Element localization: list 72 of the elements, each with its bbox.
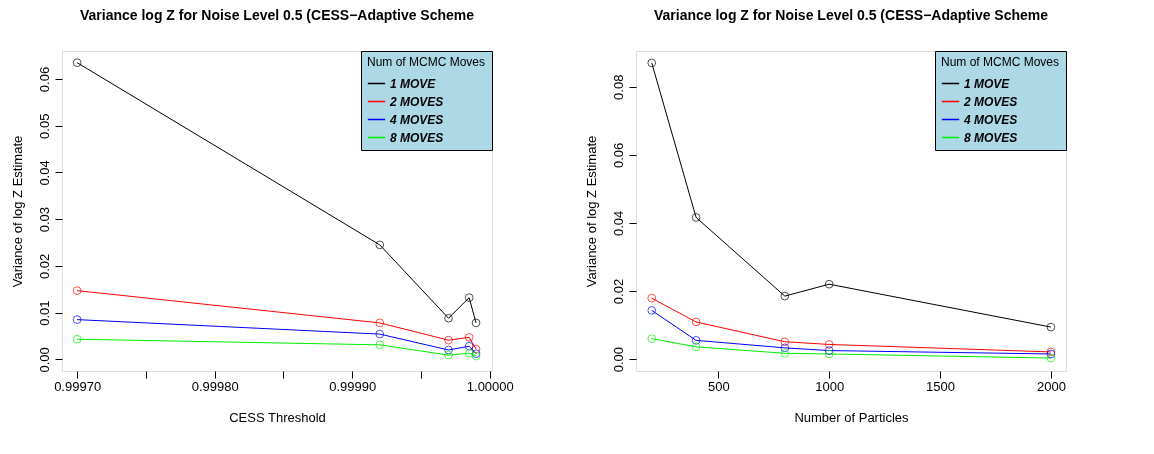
point <box>471 344 481 354</box>
point <box>375 340 385 350</box>
point <box>444 335 453 345</box>
point <box>780 337 790 347</box>
point <box>691 336 701 345</box>
x-tick-label: 0.99970 <box>54 378 102 394</box>
point <box>72 334 82 344</box>
x-tick-label: 1000 <box>815 378 845 394</box>
legend-label: 2 MOVES <box>389 94 444 109</box>
x-tick-label: 0.99980 <box>191 378 239 394</box>
point <box>691 213 701 222</box>
legend-label: 4 MOVES <box>963 112 1018 127</box>
point <box>375 240 385 250</box>
point <box>780 343 790 353</box>
point <box>471 318 481 328</box>
point <box>464 341 474 351</box>
point <box>647 306 657 315</box>
y-tick-label: 0.05 <box>36 113 52 139</box>
legend-label: 1 MOVE <box>964 76 1011 91</box>
point <box>691 317 701 327</box>
point <box>444 345 453 355</box>
x-axis-title: Number of Particles <box>794 409 910 425</box>
y-axis-title: Variance of log Z Estimate <box>9 135 25 288</box>
y-tick-label: 0.00 <box>610 346 626 373</box>
point <box>375 318 385 328</box>
legend-label: 8 MOVES <box>390 130 444 145</box>
point <box>824 349 834 359</box>
point <box>72 286 82 296</box>
point <box>444 313 453 323</box>
y-tick-label: 0.08 <box>610 74 626 100</box>
y-tick-label: 0.03 <box>36 207 52 233</box>
point <box>780 348 790 358</box>
y-tick-label: 0.06 <box>610 142 626 168</box>
legend-title: Num of MCMC Moves <box>367 55 486 69</box>
y-tick-label: 0.06 <box>36 66 52 93</box>
chart-title: Variance log Z for Noise Level 0.5 (CESS−Adaptive Scheme <box>653 6 1049 23</box>
legend-title: Num of MCMC Moves <box>941 55 1060 69</box>
point <box>1046 353 1056 363</box>
y-tick-label: 0.04 <box>36 160 52 186</box>
legend-label: 4 MOVES <box>389 112 444 127</box>
point <box>464 333 474 342</box>
y-tick-label: 0.02 <box>610 278 626 305</box>
x-tick-label: 0.99990 <box>329 378 377 394</box>
point <box>1046 322 1056 332</box>
legend-label: 8 MOVES <box>964 130 1018 145</box>
x-tick-label: 1500 <box>926 378 955 394</box>
point <box>647 334 657 344</box>
x-tick-label: 500 <box>707 378 730 394</box>
point <box>824 340 834 349</box>
point <box>444 350 453 360</box>
point <box>824 346 834 355</box>
point <box>375 329 385 339</box>
point <box>824 279 834 289</box>
point <box>72 58 82 68</box>
y-tick-label: 0.04 <box>610 210 626 237</box>
y-tick-label: 0.01 <box>36 300 52 326</box>
point <box>72 315 82 324</box>
legend-label: 2 MOVES <box>963 94 1018 109</box>
point <box>464 293 474 303</box>
point <box>780 291 790 301</box>
y-tick-label: 0.02 <box>36 253 52 280</box>
x-tick-label: 2000 <box>1036 378 1066 394</box>
point <box>647 293 657 303</box>
x-tick-label: 1.00000 <box>466 378 514 394</box>
chart-title: Variance log Z for Noise Level 0.5 (CESS−Adaptive Scheme <box>79 6 475 23</box>
point <box>464 348 474 358</box>
legend-label: 1 MOVE <box>390 76 437 91</box>
point <box>691 342 701 352</box>
y-axis-title: Variance of log Z Estimate <box>583 135 599 288</box>
y-tick-label: 0.00 <box>36 347 52 373</box>
point <box>647 58 657 68</box>
x-axis-title: CESS Threshold <box>229 409 326 425</box>
